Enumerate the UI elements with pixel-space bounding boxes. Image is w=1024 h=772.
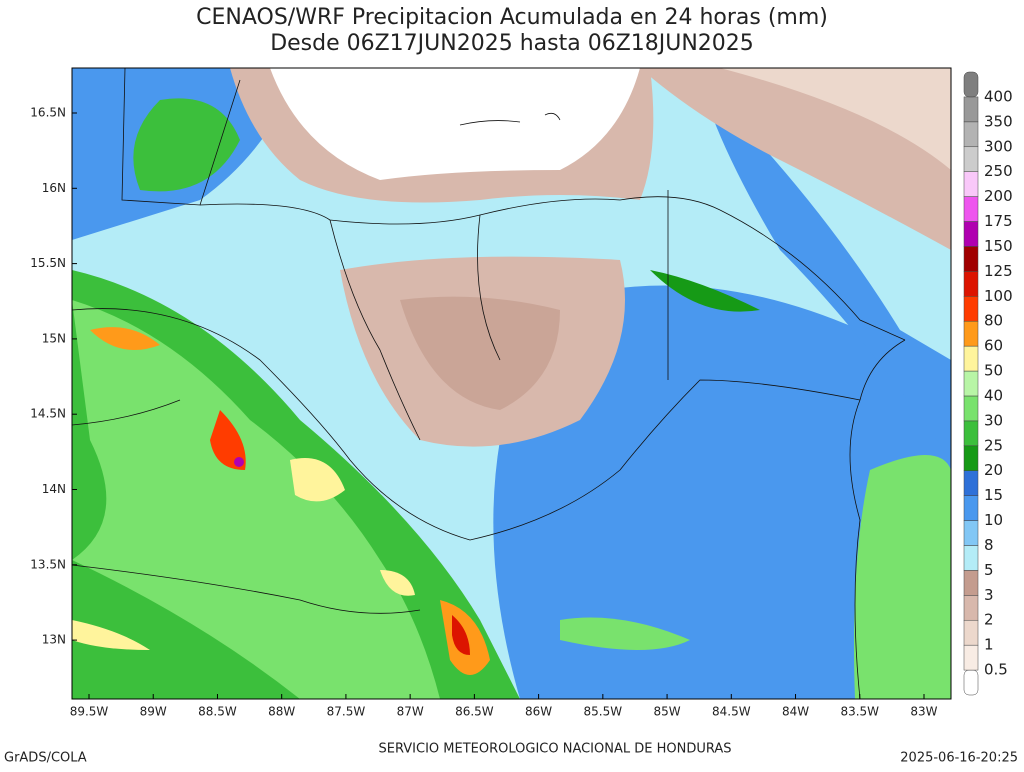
lat-label: 16N	[42, 181, 66, 195]
colorbar-label: 40	[984, 386, 1003, 404]
colorbar-label: 80	[984, 312, 1003, 330]
colorbar-swatch	[963, 520, 979, 546]
colorbar-label: 30	[984, 411, 1003, 429]
colorbar-swatch	[963, 71, 979, 98]
lat-label: 13N	[42, 633, 66, 647]
lon-label: 88.5W	[198, 705, 237, 719]
colorbar-label: 15	[984, 486, 1003, 504]
lon-label: 83W	[910, 705, 937, 719]
colorbar: 0.5 1 2 3 5 8 10 15 20 25 30 40 50 60 80 100 125 150 175 20…	[963, 71, 1013, 696]
colorbar-swatch	[963, 470, 979, 496]
lat-label: 14.5N	[30, 407, 66, 421]
colorbar-label: 60	[984, 337, 1003, 355]
colorbar-swatch	[963, 595, 979, 621]
lon-label: 83.5W	[840, 705, 879, 719]
colorbar-swatch	[963, 644, 979, 671]
colorbar-swatch	[963, 370, 979, 397]
colorbar-label: 100	[984, 287, 1013, 305]
colorbar-label: 175	[984, 212, 1013, 230]
colorbar-label: 5	[984, 561, 994, 579]
lon-label: 87W	[397, 705, 424, 719]
colorbar-label: 3	[984, 586, 994, 604]
colorbar-label: 1	[984, 636, 994, 654]
lon-label: 87.5W	[327, 705, 366, 719]
footer-right: 2025-06-16-20:25	[900, 751, 1018, 766]
lon-label: 85.5W	[584, 705, 623, 719]
colorbar-swatch	[963, 570, 979, 596]
lon-label: 89W	[140, 705, 167, 719]
colorbar-swatch	[963, 345, 979, 372]
colorbar-swatch	[963, 246, 979, 272]
lat-label: 16.5N	[30, 106, 66, 120]
colorbar-swatch	[963, 320, 979, 347]
lat-label: 14N	[42, 482, 66, 496]
lon-label: 84W	[782, 705, 809, 719]
colorbar-label: 2	[984, 611, 994, 629]
colorbar-swatch	[963, 221, 979, 247]
footer-center: SERVICIO METEOROLOGICO NACIONAL DE HONDU…	[378, 742, 731, 757]
colorbar-swatch	[963, 545, 979, 571]
lat-label: 15.5N	[30, 256, 66, 270]
colorbar-swatch	[963, 96, 979, 123]
colorbar-swatch	[963, 196, 979, 222]
colorbar-label: 0.5	[984, 661, 1008, 679]
colorbar-swatch	[963, 121, 979, 148]
lon-label: 85W	[653, 705, 680, 719]
colorbar-label: 25	[984, 436, 1003, 454]
lat-label: 15N	[42, 331, 66, 345]
lon-label: 88W	[268, 705, 295, 719]
colorbar-label: 150	[984, 237, 1013, 255]
colorbar-label: 10	[984, 511, 1003, 529]
lon-label: 86W	[525, 705, 552, 719]
colorbar-swatch	[963, 271, 979, 297]
colorbar-swatch	[963, 146, 979, 172]
map-frame	[71, 67, 952, 700]
colorbar-swatch	[963, 619, 979, 646]
colorbar-swatch	[963, 171, 979, 197]
colorbar-label: 250	[984, 162, 1013, 180]
colorbar-swatch	[963, 495, 979, 521]
colorbar-label: 300	[984, 137, 1013, 155]
footer-left: GrADS/COLA	[4, 751, 87, 766]
colorbar-label: 400	[984, 87, 1013, 105]
colorbar-swatch	[963, 395, 979, 422]
lat-label: 13.5N	[30, 557, 66, 571]
lat-axis: 16.5N 16N 15.5N 15N 14.5N 14N 13.5N 13N	[30, 106, 77, 647]
colorbar-swatch	[963, 445, 979, 471]
lon-label: 84.5W	[712, 705, 751, 719]
colorbar-swatch	[963, 296, 979, 322]
colorbar-label: 8	[984, 536, 994, 554]
title: CENAOS/WRF Precipitacion Acumulada en 24…	[196, 5, 828, 30]
colorbar-swatch	[963, 669, 979, 696]
colorbar-label: 20	[984, 461, 1003, 479]
precip-field	[72, 68, 951, 699]
lon-label: 89.5W	[70, 705, 109, 719]
subtitle: Desde 06Z17JUN2025 hasta 06Z18JUN2025	[270, 31, 754, 56]
lon-label: 86.5W	[455, 705, 494, 719]
colorbar-label: 50	[984, 362, 1003, 380]
colorbar-label: 350	[984, 112, 1013, 130]
lon-axis: 89.5W 89W 88.5W 88W 87.5W 87W 86.5W 86W 85.5W 85W…	[70, 694, 938, 719]
colorbar-label: 125	[984, 262, 1013, 280]
colorbar-swatch	[963, 420, 979, 447]
colorbar-label: 200	[984, 187, 1013, 205]
